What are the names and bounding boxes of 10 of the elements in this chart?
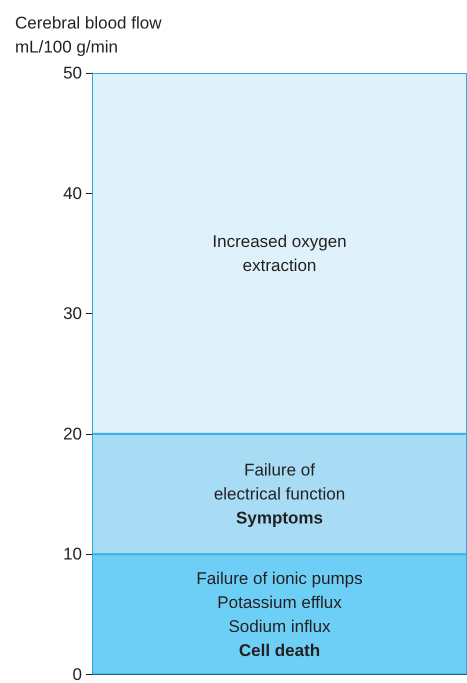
y-axis-title: Cerebral blood flow mL/100 g/min: [15, 14, 162, 56]
series-label: Failure of electrical function Symptoms: [214, 460, 346, 528]
y-tick-label: 40: [63, 184, 82, 203]
y-tick-label: 10: [63, 544, 82, 564]
y-tick-label: 30: [63, 304, 82, 324]
series-label: Failure of ionic pumps Potassium efflux Sodium influx Cell death: [196, 568, 363, 660]
y-tick-label: 50: [63, 64, 82, 82]
y-tick-label: 0: [72, 665, 82, 683]
y-tick-label: 20: [63, 424, 82, 444]
series-label: Increased oxygen extraction: [212, 232, 347, 275]
